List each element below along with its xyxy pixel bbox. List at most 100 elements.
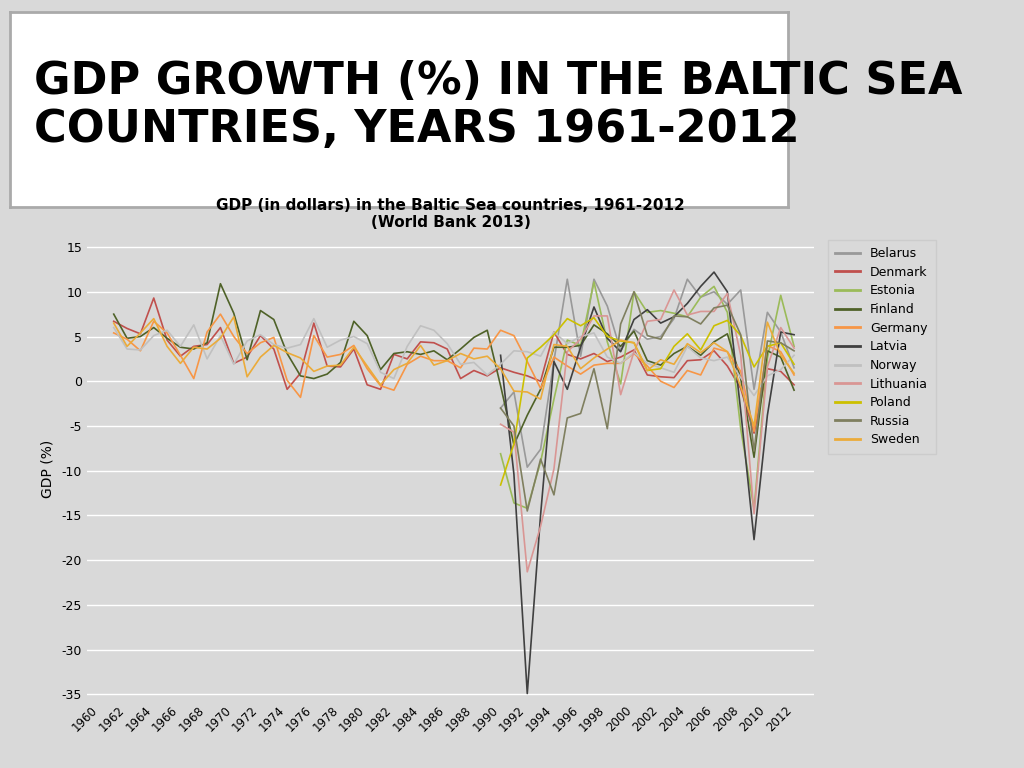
Norway	[748, 391, 760, 400]
Denmark	[787, 380, 800, 389]
Russia	[628, 287, 640, 296]
Poland	[654, 364, 667, 373]
Poland	[694, 346, 707, 355]
Poland	[641, 366, 653, 375]
Lithuania	[721, 289, 733, 298]
Russia	[601, 424, 613, 433]
Lithuania	[668, 286, 680, 295]
Latvia	[761, 411, 773, 420]
Belarus	[495, 403, 507, 412]
Russia	[721, 300, 733, 310]
Russia	[694, 319, 707, 329]
Belarus	[521, 462, 534, 472]
Finland	[481, 326, 494, 335]
Estonia	[654, 306, 667, 315]
Line: Sweden: Sweden	[114, 317, 794, 426]
Germany	[787, 370, 800, 379]
Lithuania	[588, 311, 600, 320]
Norway	[787, 351, 800, 360]
Latvia	[548, 357, 560, 366]
Latvia	[574, 343, 587, 352]
Denmark	[561, 349, 573, 359]
Norway	[535, 352, 547, 361]
Belarus	[668, 314, 680, 323]
Y-axis label: GDP (%): GDP (%)	[41, 439, 55, 498]
Belarus	[681, 275, 693, 284]
Latvia	[748, 535, 760, 545]
Poland	[668, 342, 680, 351]
Latvia	[681, 299, 693, 308]
Lithuania	[628, 347, 640, 356]
Finland	[161, 333, 173, 343]
Line: Estonia: Estonia	[501, 282, 794, 509]
Line: Latvia: Latvia	[501, 272, 794, 694]
Belarus	[654, 332, 667, 341]
Lithuania	[748, 509, 760, 518]
Latvia	[561, 385, 573, 394]
Russia	[548, 490, 560, 499]
Latvia	[521, 689, 534, 698]
Estonia	[708, 282, 720, 291]
Belarus	[787, 363, 800, 372]
Poland	[628, 338, 640, 347]
Denmark	[174, 352, 186, 361]
Poland	[708, 321, 720, 330]
Lithuania	[734, 351, 746, 360]
Belarus	[574, 352, 587, 361]
Germany	[748, 427, 760, 436]
Estonia	[641, 308, 653, 317]
Belarus	[535, 445, 547, 454]
Finland	[787, 386, 800, 395]
Lithuania	[787, 343, 800, 353]
Denmark	[147, 293, 160, 303]
Belarus	[761, 308, 773, 317]
Belarus	[508, 387, 520, 396]
Finland	[108, 310, 120, 319]
Norway	[161, 326, 173, 335]
Estonia	[787, 342, 800, 351]
Poland	[561, 314, 573, 323]
Lithuania	[535, 521, 547, 531]
Belarus	[774, 327, 786, 336]
Estonia	[508, 498, 520, 508]
Finland	[748, 452, 760, 462]
Denmark	[535, 376, 547, 386]
Line: Belarus: Belarus	[501, 280, 794, 467]
Lithuania	[641, 316, 653, 326]
Line: Germany: Germany	[114, 314, 794, 432]
Russia	[588, 364, 600, 373]
Estonia	[628, 287, 640, 296]
Germany	[361, 364, 374, 373]
Germany	[441, 356, 454, 366]
Poland	[588, 313, 600, 323]
Lithuania	[521, 568, 534, 577]
Poland	[535, 343, 547, 352]
Russia	[521, 506, 534, 515]
Russia	[508, 422, 520, 431]
Lithuania	[614, 390, 627, 399]
Estonia	[694, 293, 707, 302]
Sweden	[481, 352, 494, 361]
Poland	[761, 342, 773, 351]
Russia	[708, 303, 720, 313]
Germany	[535, 384, 547, 393]
Poland	[521, 353, 534, 362]
Latvia	[508, 470, 520, 479]
Russia	[681, 313, 693, 322]
Poland	[508, 439, 520, 449]
Estonia	[561, 336, 573, 345]
Russia	[761, 336, 773, 346]
Belarus	[641, 335, 653, 344]
Norway	[108, 323, 120, 333]
Estonia	[601, 337, 613, 346]
Estonia	[495, 449, 507, 458]
Latvia	[495, 351, 507, 360]
Lithuania	[761, 362, 773, 372]
Estonia	[721, 308, 733, 317]
Lithuania	[681, 310, 693, 319]
Sweden	[161, 342, 173, 351]
Russia	[734, 330, 746, 339]
Belarus	[614, 346, 627, 356]
Title: GDP (in dollars) in the Baltic Sea countries, 1961-2012
(World Bank 2013): GDP (in dollars) in the Baltic Sea count…	[216, 197, 685, 230]
Estonia	[761, 353, 773, 362]
